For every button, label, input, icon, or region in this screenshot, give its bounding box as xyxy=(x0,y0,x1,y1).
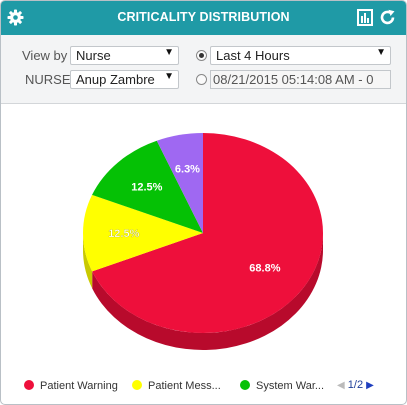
view-by-label: View by xyxy=(22,48,68,63)
legend-label: Patient Mess... xyxy=(148,380,221,392)
legend-item-patient-messages[interactable]: Patient Mess... xyxy=(132,380,221,392)
time-range-radio[interactable] xyxy=(196,50,207,61)
pie-slice-2[interactable] xyxy=(92,140,203,233)
pie-label-0: 68.8% xyxy=(249,262,280,274)
report-icon[interactable] xyxy=(357,9,373,26)
legend-pager: ◀ 1/2 ▶ xyxy=(337,379,374,391)
widget-header: CRITICALITY DISTRIBUTION xyxy=(1,1,406,35)
legend-item-patient-warning[interactable]: Patient Warning xyxy=(24,380,118,392)
legend-dot xyxy=(132,380,142,390)
time-range-select[interactable]: Last 4 Hours ▼ xyxy=(210,46,391,65)
filter-controls: View by Nurse ▼ NURSE Anup Zambre ▼ Last… xyxy=(1,35,406,104)
pie-label-1: 12.5% xyxy=(108,228,139,240)
pie-slice-0[interactable] xyxy=(92,133,324,333)
gear-icon[interactable] xyxy=(7,9,24,26)
chevron-down-icon: ▼ xyxy=(164,71,174,82)
date-range-radio[interactable] xyxy=(196,74,207,85)
pager-text: 1/2 xyxy=(347,379,364,391)
nurse-select[interactable]: Anup Zambre ▼ xyxy=(70,70,179,89)
refresh-icon[interactable] xyxy=(379,9,396,26)
next-page-icon[interactable]: ▶ xyxy=(366,380,374,391)
legend-dot xyxy=(24,380,34,390)
pie-slice-1[interactable] xyxy=(83,194,203,272)
legend-item-system-warnings[interactable]: System War... xyxy=(240,380,324,392)
pie-slice-3[interactable] xyxy=(156,133,203,233)
chevron-down-icon: ▼ xyxy=(376,47,386,58)
legend-label: Patient Warning xyxy=(40,380,118,392)
pie-chart: 68.8% 12.5% 12.5% 6.3% xyxy=(83,133,324,350)
pie-side-1 xyxy=(83,233,93,289)
date-range-input[interactable]: 08/21/2015 05:14:08 AM - 0 xyxy=(210,70,391,89)
prev-page-icon[interactable]: ◀ xyxy=(337,380,345,391)
chart-legend: Patient Warning Patient Mess... System W… xyxy=(1,375,406,397)
view-by-value: Nurse xyxy=(76,48,111,63)
view-by-select[interactable]: Nurse ▼ xyxy=(70,46,179,65)
widget-title: CRITICALITY DISTRIBUTION xyxy=(117,10,290,24)
time-range-value: Last 4 Hours xyxy=(216,48,290,63)
pie-side-0 xyxy=(92,233,324,350)
nurse-label: NURSE xyxy=(25,72,71,87)
pie-label-3: 6.3% xyxy=(175,163,200,175)
chevron-down-icon: ▼ xyxy=(164,47,174,58)
nurse-value: Anup Zambre xyxy=(76,72,155,87)
legend-label: System War... xyxy=(256,380,325,392)
legend-dot xyxy=(240,380,250,390)
pie-label-2: 12.5% xyxy=(131,181,162,193)
